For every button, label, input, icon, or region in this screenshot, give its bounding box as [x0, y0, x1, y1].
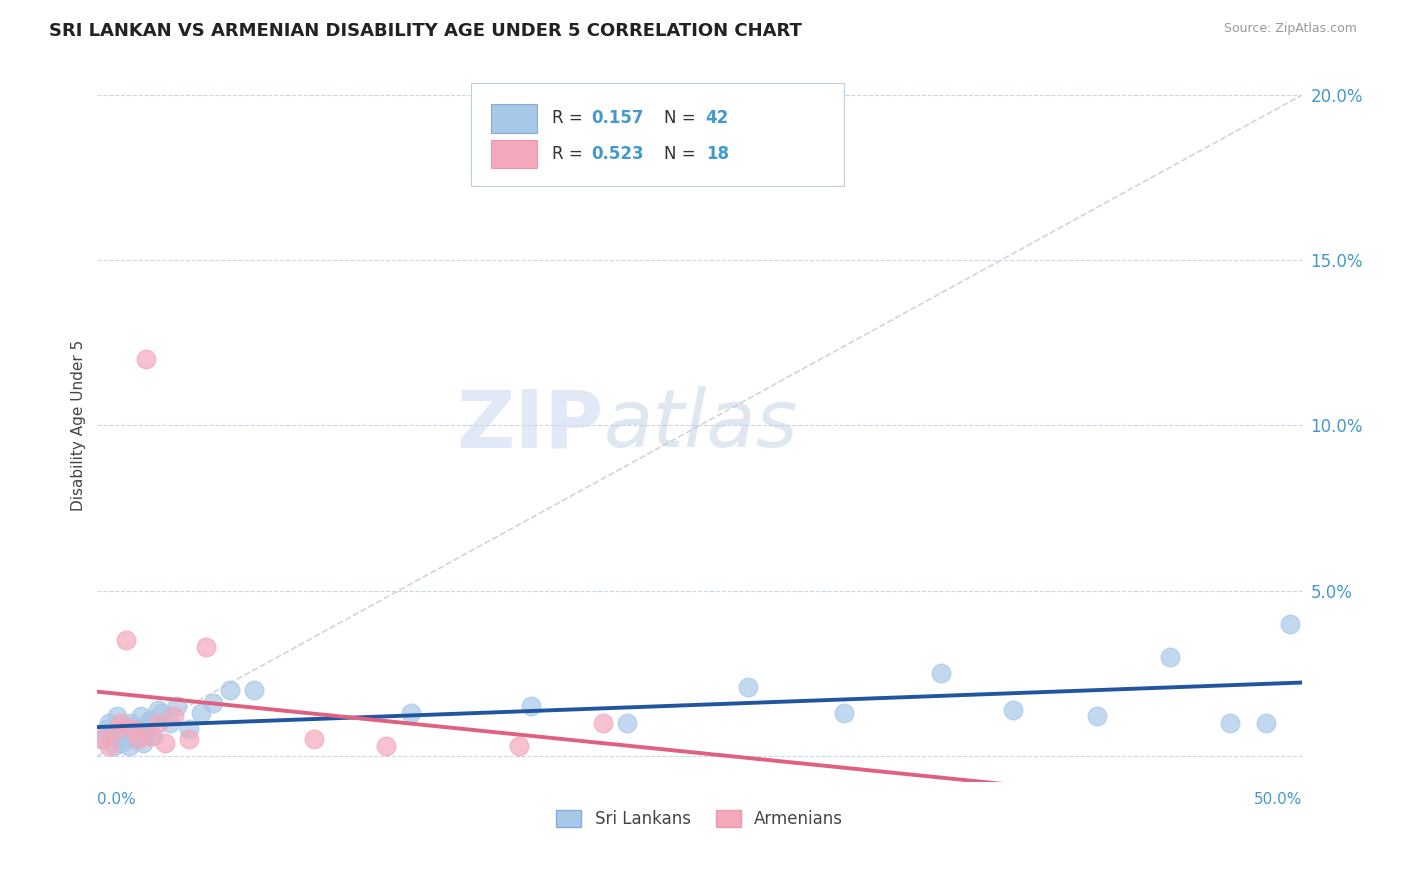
Point: [1001, 703, 1024, 717]
Point: [1219, 715, 1241, 730]
Point: [132, 736, 155, 750]
Point: [375, 739, 398, 753]
Point: [96, 723, 118, 737]
Point: [110, 715, 132, 730]
Text: N =: N =: [664, 110, 700, 128]
Text: ZIP: ZIP: [456, 386, 603, 465]
Text: 50.0%: 50.0%: [1254, 792, 1302, 807]
Point: [120, 715, 142, 730]
Point: [125, 732, 148, 747]
Text: 0.157: 0.157: [592, 110, 644, 128]
Text: SRI LANKAN VS ARMENIAN DISABILITY AGE UNDER 5 CORRELATION CHART: SRI LANKAN VS ARMENIAN DISABILITY AGE UN…: [49, 22, 801, 40]
Legend: Sri Lankans, Armenians: Sri Lankans, Armenians: [550, 803, 849, 835]
Y-axis label: Disability Age Under 5: Disability Age Under 5: [72, 340, 86, 511]
Point: [91, 732, 114, 747]
Point: [122, 723, 145, 737]
Point: [142, 729, 165, 743]
Point: [152, 706, 174, 720]
Point: [136, 715, 159, 730]
Point: [103, 739, 125, 753]
Point: [1159, 649, 1181, 664]
Point: [110, 736, 132, 750]
Point: [146, 715, 169, 730]
Point: [127, 732, 149, 747]
Point: [139, 729, 162, 743]
Point: [129, 709, 152, 723]
FancyBboxPatch shape: [471, 83, 844, 186]
Point: [112, 723, 135, 737]
Text: N =: N =: [664, 145, 700, 163]
Point: [218, 682, 240, 697]
Point: [177, 732, 200, 747]
Point: [98, 715, 121, 730]
Point: [302, 732, 325, 747]
Point: [737, 680, 759, 694]
FancyBboxPatch shape: [491, 140, 537, 169]
Point: [832, 706, 855, 720]
Point: [115, 633, 138, 648]
Text: Source: ZipAtlas.com: Source: ZipAtlas.com: [1223, 22, 1357, 36]
Point: [194, 640, 217, 654]
Text: R =: R =: [551, 110, 588, 128]
Point: [508, 739, 530, 753]
Point: [177, 723, 200, 737]
Point: [166, 699, 188, 714]
Point: [118, 739, 141, 753]
Point: [146, 703, 169, 717]
Point: [108, 729, 131, 743]
Point: [1254, 715, 1277, 730]
Point: [91, 732, 114, 747]
Point: [520, 699, 543, 714]
Point: [1278, 616, 1301, 631]
Point: [135, 352, 157, 367]
Point: [127, 723, 149, 737]
Text: 42: 42: [706, 110, 728, 128]
Text: 18: 18: [706, 145, 728, 163]
Point: [105, 723, 128, 737]
Text: R =: R =: [551, 145, 588, 163]
Point: [1085, 709, 1108, 723]
Point: [163, 709, 186, 723]
Point: [616, 715, 638, 730]
Point: [135, 726, 157, 740]
Text: 0.523: 0.523: [592, 145, 644, 163]
Point: [190, 706, 212, 720]
Point: [592, 715, 614, 730]
Point: [115, 719, 138, 733]
Point: [105, 709, 128, 723]
Point: [153, 736, 176, 750]
Point: [201, 696, 224, 710]
Point: [159, 715, 181, 730]
Point: [399, 706, 422, 720]
Point: [139, 713, 162, 727]
Point: [929, 666, 952, 681]
Point: [122, 729, 145, 743]
Point: [243, 682, 266, 697]
Text: atlas: atlas: [603, 386, 799, 465]
FancyBboxPatch shape: [491, 104, 537, 133]
Text: 0.0%: 0.0%: [97, 792, 136, 807]
Point: [101, 726, 124, 740]
Point: [98, 739, 121, 753]
